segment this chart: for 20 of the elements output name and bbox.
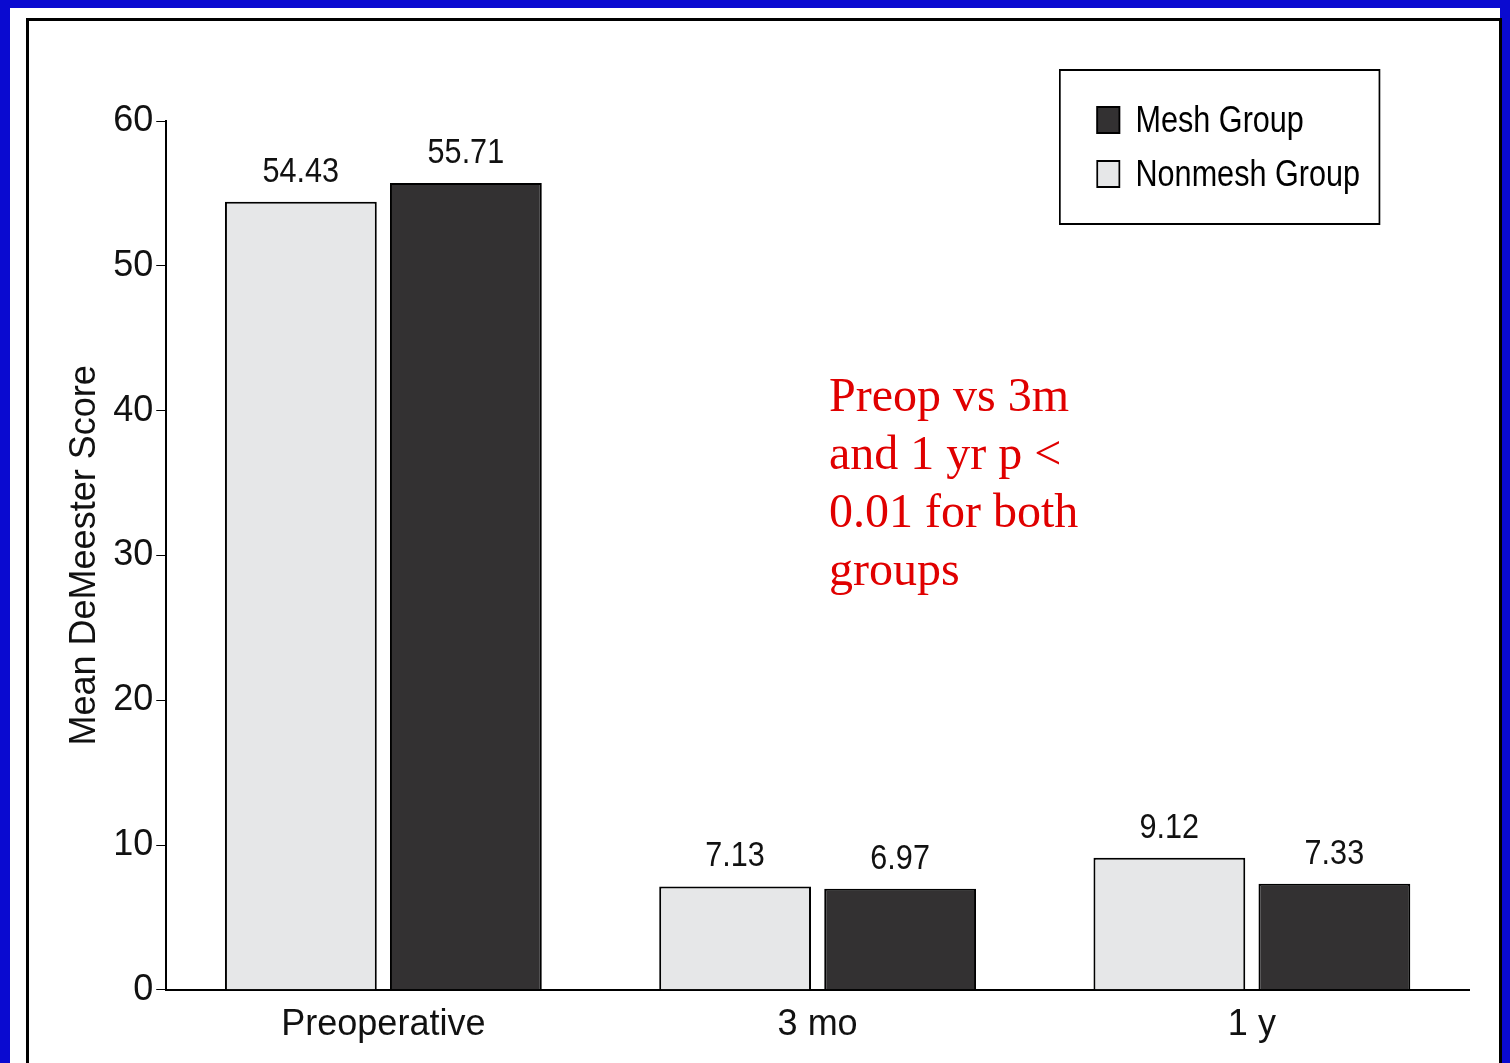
- legend-label: Mesh Group: [1135, 99, 1304, 141]
- y-tick-label: 20: [113, 677, 154, 719]
- annotation: Preop vs 3m and 1 yr p < 0.01 for both groups: [829, 367, 1080, 597]
- x-tick-label: 3 mo: [777, 1002, 858, 1044]
- data-label: 55.71: [427, 130, 505, 171]
- data-label: 7.13: [705, 834, 765, 875]
- y-tick-label: 30: [113, 532, 154, 574]
- y-axis-title: Mean DeMeester Score: [61, 365, 103, 746]
- data-label: 7.33: [1304, 831, 1365, 872]
- data-label: 6.97: [870, 836, 930, 877]
- y-tick-label: 0: [133, 966, 154, 1008]
- y-tick-label: 60: [113, 97, 154, 139]
- x-tick-label: Preoperative: [281, 1002, 486, 1044]
- data-label: 54.43: [262, 149, 340, 190]
- legend-label: Nonmesh Group: [1135, 153, 1361, 195]
- y-tick-label: 50: [113, 242, 154, 284]
- y-tick-label: 40: [113, 387, 154, 429]
- x-tick-label: 1 y: [1227, 1002, 1276, 1044]
- y-tick-label: 10: [113, 821, 154, 863]
- data-label: 9.12: [1139, 805, 1200, 846]
